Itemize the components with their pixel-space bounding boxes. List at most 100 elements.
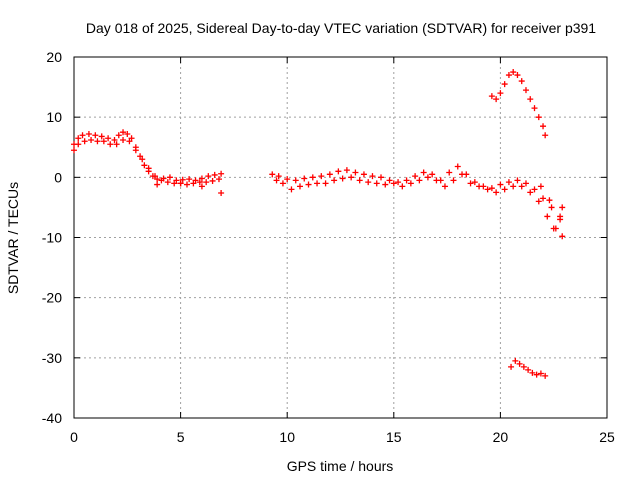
axis-ticks: 0 5 10 15 20 25 -40 -30 -20 -10 0 10 20 xyxy=(42,49,615,445)
data-point xyxy=(339,175,346,182)
data-point xyxy=(198,175,205,182)
data-point xyxy=(166,174,173,181)
data-point xyxy=(128,135,135,142)
data-point xyxy=(205,173,212,180)
data-point xyxy=(314,180,321,187)
data-point xyxy=(557,216,564,223)
data-point xyxy=(429,171,436,178)
y-axis-label: SDTVAR / TECUs xyxy=(5,182,21,294)
series-afternoon-high-arc xyxy=(488,69,549,139)
data-point xyxy=(190,180,197,187)
data-point xyxy=(177,180,184,187)
data-point xyxy=(537,370,544,377)
data-point xyxy=(399,183,406,190)
data-point xyxy=(476,183,483,190)
series-midday-upper xyxy=(269,163,564,220)
data-point xyxy=(132,147,139,154)
data-point xyxy=(113,141,120,148)
data-point xyxy=(279,180,286,187)
data-point xyxy=(535,198,542,205)
data-point xyxy=(484,186,491,193)
data-point xyxy=(322,180,329,187)
y-tick-label: -30 xyxy=(42,350,62,366)
data-point xyxy=(331,177,338,184)
data-point xyxy=(510,69,517,76)
data-point xyxy=(544,213,551,220)
data-point xyxy=(269,171,276,178)
x-tick-label: 15 xyxy=(386,429,402,445)
y-tick-label: -20 xyxy=(42,290,62,306)
data-point xyxy=(412,173,419,180)
data-point xyxy=(92,132,99,139)
data-point xyxy=(124,131,131,138)
y-tick-label: -10 xyxy=(42,230,62,246)
x-axis-label: GPS time / hours xyxy=(287,458,394,474)
data-point xyxy=(493,189,500,196)
data-point xyxy=(424,174,431,181)
data-point xyxy=(164,179,171,186)
data-point xyxy=(141,162,148,169)
data-point xyxy=(183,181,190,188)
data-point xyxy=(514,72,521,79)
data-point xyxy=(154,181,161,188)
data-point xyxy=(71,147,77,154)
x-tick-label: 10 xyxy=(279,429,295,445)
data-point xyxy=(559,204,566,211)
data-point xyxy=(173,177,180,184)
data-point xyxy=(488,93,495,100)
series-afternoon-low-arc xyxy=(508,357,549,379)
data-point xyxy=(288,186,295,193)
data-point xyxy=(540,123,547,130)
data-point xyxy=(196,179,203,186)
data-point xyxy=(531,186,538,193)
data-point xyxy=(546,197,553,204)
data-point xyxy=(348,174,355,181)
data-point xyxy=(305,181,312,188)
x-tick-label: 20 xyxy=(493,429,509,445)
data-point xyxy=(318,173,325,180)
data-point xyxy=(158,177,165,184)
data-point xyxy=(533,371,540,378)
data-point xyxy=(403,177,410,184)
data-point xyxy=(192,177,199,184)
data-point xyxy=(218,170,225,177)
data-point xyxy=(215,176,222,183)
data-point xyxy=(356,177,363,184)
data-point xyxy=(501,186,508,193)
data-point xyxy=(416,177,423,184)
data-point xyxy=(139,156,146,163)
data-point xyxy=(360,171,367,178)
data-point xyxy=(120,129,127,136)
data-point xyxy=(81,138,88,145)
data-point xyxy=(395,179,402,186)
y-tick-label: 20 xyxy=(46,49,62,65)
series-lower-band-morning xyxy=(71,137,222,188)
data-point xyxy=(505,179,512,186)
data-point xyxy=(390,180,397,187)
y-tick-label: 10 xyxy=(46,109,62,125)
data-point xyxy=(548,204,555,211)
data-point xyxy=(522,180,529,187)
y-tick-label: -40 xyxy=(42,410,62,426)
data-point xyxy=(79,132,86,139)
data-point xyxy=(542,372,549,379)
data-point xyxy=(420,169,427,176)
data-point xyxy=(520,363,527,370)
data-point xyxy=(369,173,376,180)
data-point xyxy=(100,138,107,145)
data-point xyxy=(209,177,216,184)
series-midday-lower xyxy=(273,171,566,240)
data-point xyxy=(501,81,508,88)
data-point xyxy=(218,189,225,196)
data-point xyxy=(275,173,282,180)
data-point xyxy=(211,171,218,178)
data-point xyxy=(126,138,133,145)
data-point xyxy=(497,90,504,97)
data-point xyxy=(186,176,193,183)
data-point xyxy=(522,87,529,94)
data-point xyxy=(525,366,532,373)
data-point xyxy=(292,177,299,184)
data-point xyxy=(179,176,186,183)
data-point xyxy=(137,153,144,160)
